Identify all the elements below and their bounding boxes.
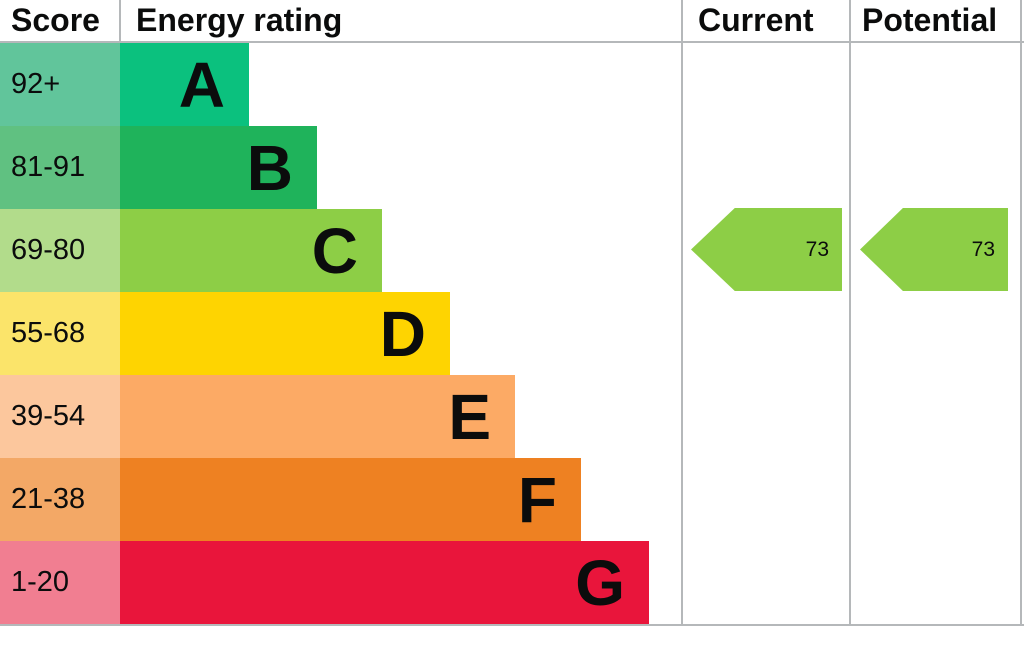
score-range-a: 92+ (0, 43, 120, 126)
band-row-f: 21-38 F (0, 458, 682, 541)
current-rating-arrow: 73 (691, 208, 842, 291)
band-bar-c: C (120, 209, 382, 292)
right-border-line (1020, 0, 1022, 626)
band-bar-e: E (120, 375, 515, 458)
band-bar-a: A (120, 43, 249, 126)
band-bar-f: F (120, 458, 581, 541)
score-column-divider (119, 0, 121, 41)
score-column-header: Score (11, 2, 100, 38)
band-rows: 92+ A 81-91 B 69-80 C 55-68 D 39-54 E 21… (0, 43, 682, 624)
band-letter-f: F (517, 463, 557, 536)
current-rating-value: 73 (805, 238, 829, 261)
band-row-a: 92+ A (0, 43, 682, 126)
band-letter-e: E (448, 380, 491, 453)
table-header: Score Energy rating Current Potential (0, 0, 1024, 43)
band-row-d: 55-68 D (0, 292, 682, 375)
potential-rating-value: 73 (971, 238, 995, 261)
band-bar-g: G (120, 541, 649, 624)
band-row-c: 69-80 C (0, 209, 682, 292)
potential-rating-arrow: 73 (860, 208, 1008, 291)
band-bar-d: D (120, 292, 450, 375)
energy-rating-column-header: Energy rating (136, 2, 343, 38)
band-letter-d: D (379, 297, 426, 370)
score-range-c: 69-80 (0, 209, 120, 292)
band-letter-g: G (575, 546, 625, 619)
chart-bottom-line (0, 624, 1024, 626)
score-range-g: 1-20 (0, 541, 120, 624)
score-range-f: 21-38 (0, 458, 120, 541)
header-bottom-line (0, 41, 1024, 43)
band-letter-c: C (311, 214, 358, 287)
band-row-g: 1-20 G (0, 541, 682, 624)
band-letter-a: A (178, 48, 225, 121)
potential-column-divider (849, 0, 851, 626)
band-bar-b: B (120, 126, 317, 209)
current-column-header: Current (698, 2, 814, 38)
score-range-b: 81-91 (0, 126, 120, 209)
score-range-e: 39-54 (0, 375, 120, 458)
band-row-b: 81-91 B (0, 126, 682, 209)
band-letter-b: B (246, 131, 293, 204)
current-column-divider (681, 0, 683, 626)
score-range-d: 55-68 (0, 292, 120, 375)
band-row-e: 39-54 E (0, 375, 682, 458)
potential-column-header: Potential (862, 2, 998, 38)
